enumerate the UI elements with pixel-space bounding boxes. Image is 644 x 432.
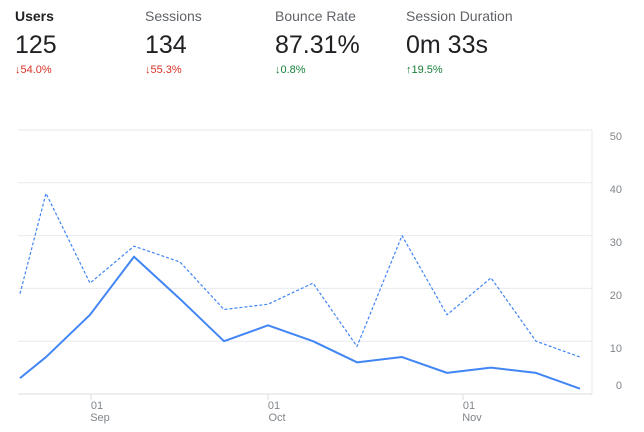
series-line-previous-period (19, 192, 581, 358)
arrow-down-icon: ↓ (15, 64, 21, 76)
metric-change-value: 0.8% (280, 64, 306, 76)
metric-bounce-rate[interactable]: Bounce Rate 87.31% ↓0.8% (275, 8, 360, 76)
y-tick-label: 20 (610, 290, 622, 302)
metric-change: ↑19.5% (406, 64, 513, 76)
metric-change: ↓0.8% (275, 64, 360, 76)
y-tick-label: 10 (610, 343, 622, 355)
y-tick-label: 0 (616, 380, 622, 392)
metric-value: 134 (145, 31, 187, 59)
metric-sessions[interactable]: Sessions 134 ↓55.3% (145, 8, 202, 76)
arrow-down-icon: ↓ (145, 64, 151, 76)
metric-session-duration[interactable]: Session Duration 0m 33s ↑19.5% (406, 8, 513, 76)
metric-value: 125 (15, 31, 57, 59)
arrow-up-icon: ↑ (406, 64, 412, 76)
y-tick-label: 30 (610, 237, 622, 249)
series-line-current-period (19, 255, 581, 390)
x-tick-month: Sep (90, 412, 110, 424)
metric-change-value: 54.0% (20, 64, 52, 76)
metric-users[interactable]: Users 125 ↓54.0% (15, 8, 57, 76)
metric-change: ↓55.3% (145, 64, 202, 76)
x-tick-day: 01 (91, 400, 103, 412)
x-tick-day: 01 (463, 400, 475, 412)
metric-label: Users (15, 8, 54, 24)
metric-label: Sessions (145, 8, 202, 24)
y-tick-label: 40 (610, 184, 622, 196)
x-tick-month: Nov (462, 412, 482, 424)
metric-value: 87.31% (275, 31, 360, 59)
metrics-row: Users 125 ↓54.0% Sessions 134 ↓55.3% Bou… (0, 0, 644, 100)
arrow-down-icon: ↓ (275, 64, 281, 76)
metric-value: 0m 33s (406, 31, 488, 59)
y-tick-label: 50 (610, 131, 622, 143)
x-tick-day: 01 (268, 400, 280, 412)
metric-label: Bounce Rate (275, 8, 356, 24)
x-tick-month: Oct (268, 412, 285, 424)
metric-change-value: 19.5% (411, 64, 443, 76)
metric-label: Session Duration (406, 8, 513, 24)
metric-change-value: 55.3% (150, 64, 182, 76)
metric-change: ↓54.0% (15, 64, 57, 76)
